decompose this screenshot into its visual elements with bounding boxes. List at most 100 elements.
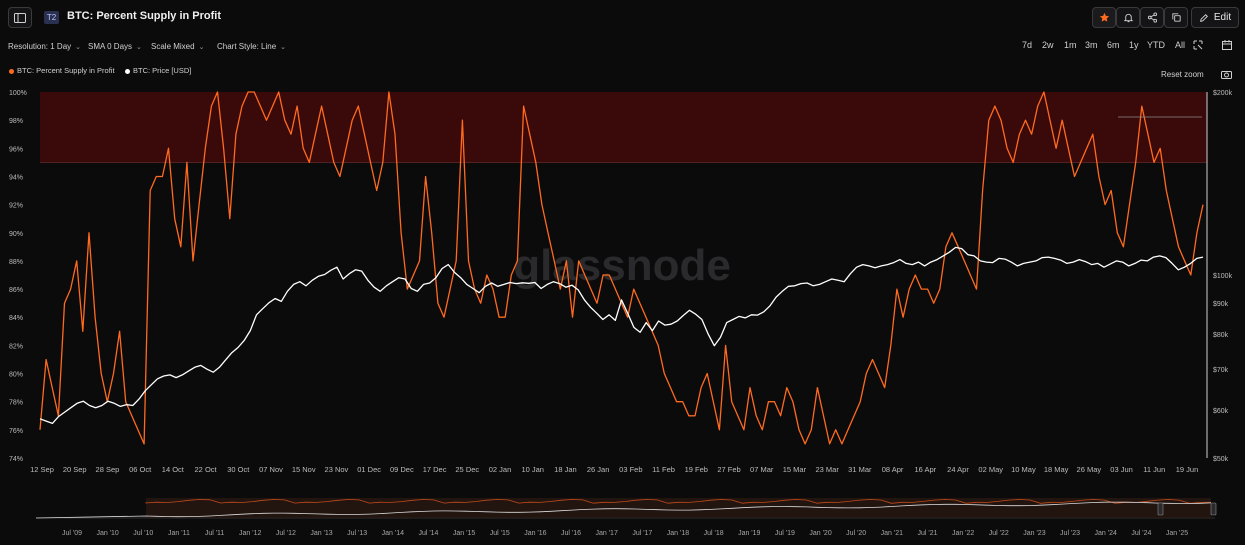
y-tick-left: 96% [9, 146, 23, 153]
x-tick: 03 Feb [619, 465, 642, 474]
scale-dropdown[interactable]: Scale Mixed ⌄ [151, 42, 204, 51]
nav-tick: Jul '21 [917, 530, 937, 537]
nav-tick: Jul '13 [347, 530, 367, 537]
x-tick: 06 Oct [129, 465, 152, 474]
sma-dropdown[interactable]: SMA 0 Days ⌄ [88, 42, 142, 51]
main-chart[interactable]: glassnode 100% 98% 96% 94% 92% 90% 88% 86% 84% 82… [0, 84, 1245, 479]
nav-tick: Jul '10 [133, 530, 153, 537]
share-button[interactable] [1140, 7, 1164, 28]
range-ytd[interactable]: YTD [1147, 40, 1165, 50]
nav-price-line [35, 501, 1212, 519]
alert-button[interactable] [1116, 7, 1140, 28]
x-tick: 07 Mar [750, 465, 774, 474]
y-tick-left: 100% [9, 90, 27, 97]
nav-tick: Jan '15 [453, 530, 475, 537]
x-tick: 23 Nov [325, 465, 349, 474]
legend-swatch [9, 68, 14, 74]
x-tick: 10 May [1011, 465, 1036, 474]
legend-label: BTC: Price [USD] [133, 66, 192, 75]
resolution-dropdown[interactable]: Resolution: 1 Day ⌄ [8, 42, 81, 51]
chevron-down-icon: ⌄ [75, 44, 82, 51]
x-tick: 31 Mar [848, 465, 872, 474]
range-all[interactable]: All [1175, 40, 1186, 50]
favorite-button[interactable] [1092, 7, 1116, 28]
range-navigator[interactable]: Jul '09 Jan '10 Jul '10 Jan '11 Jul '11 Jan '… [0, 490, 1245, 545]
bell-icon [1123, 13, 1133, 23]
calendar-icon[interactable] [1222, 40, 1232, 50]
x-tick: 03 Jun [1110, 465, 1133, 474]
nav-tick: Jul '15 [490, 530, 510, 537]
sidebar-toggle-button[interactable] [8, 7, 32, 28]
reset-zoom-button[interactable]: Reset zoom [1161, 70, 1204, 79]
copy-button[interactable] [1164, 7, 1188, 28]
resolution-label: Resolution: 1 Day [8, 42, 72, 51]
legend-item-supply[interactable]: BTC: Percent Supply in Profit [9, 66, 115, 75]
range-1y[interactable]: 1y [1129, 40, 1139, 50]
nav-tick: Jan '22 [952, 530, 974, 537]
nav-tick: Jul '20 [846, 530, 866, 537]
edit-button[interactable]: Edit [1191, 7, 1239, 28]
profit-zone-band [40, 92, 1207, 163]
x-tick: 26 Jan [587, 465, 610, 474]
legend-item-price[interactable]: BTC: Price [USD] [125, 66, 191, 75]
x-tick: 19 Jun [1176, 465, 1199, 474]
x-tick: 11 Jun [1143, 465, 1165, 474]
range-6m[interactable]: 6m [1107, 40, 1120, 50]
nav-tick: Jul '18 [704, 530, 724, 537]
x-tick: 20 Sep [63, 465, 87, 474]
nav-handle-right[interactable] [1210, 502, 1217, 516]
nav-tick: Jan '18 [667, 530, 689, 537]
zoom-select-icon[interactable] [1193, 40, 1203, 50]
x-tick: 25 Dec [455, 465, 479, 474]
nav-tick: Jan '19 [738, 530, 760, 537]
x-tick: 27 Feb [717, 465, 740, 474]
nav-tick: Jul '11 [205, 530, 225, 537]
y-tick-left: 84% [9, 315, 23, 322]
y-tick-right: $100k [1213, 273, 1233, 280]
chart-style-dropdown[interactable]: Chart Style: Line ⌄ [217, 42, 286, 51]
y-tick-left: 82% [9, 343, 23, 350]
top-bar: T2 BTC: Percent Supply in Profit Edit [0, 0, 1245, 34]
nav-tick: Jul '19 [775, 530, 795, 537]
scale-label: Scale Mixed [151, 42, 195, 51]
nav-tick: Jan '24 [1095, 530, 1117, 537]
x-tick: 15 Mar [783, 465, 807, 474]
x-tick: 01 Dec [357, 465, 381, 474]
y-tick-left: 78% [9, 400, 23, 407]
nav-tick: Jul '17 [632, 530, 652, 537]
nav-selection [146, 498, 1211, 518]
x-tick: 30 Oct [227, 465, 250, 474]
range-2w[interactable]: 2w [1042, 40, 1054, 50]
nav-tick: Jul '24 [1131, 530, 1151, 537]
range-3m[interactable]: 3m [1085, 40, 1098, 50]
nav-tick: Jan '12 [239, 530, 261, 537]
nav-handle-left[interactable] [1157, 502, 1164, 516]
nav-supply-line [145, 499, 1212, 504]
x-tick: 08 Apr [882, 465, 904, 474]
legend-label: BTC: Percent Supply in Profit [17, 66, 115, 75]
x-tick: 16 Apr [914, 465, 936, 474]
x-tick: 02 Jan [489, 465, 512, 474]
range-7d[interactable]: 7d [1022, 40, 1033, 50]
x-tick: 19 Feb [685, 465, 708, 474]
camera-icon[interactable] [1221, 70, 1232, 79]
edit-label: Edit [1213, 12, 1232, 23]
sma-label: SMA 0 Days [88, 42, 133, 51]
nav-tick: Jul '09 [62, 530, 82, 537]
y-tick-right: $80k [1213, 332, 1229, 339]
chevron-down-icon: ⌄ [198, 44, 205, 51]
range-1m[interactable]: 1m [1064, 40, 1077, 50]
nav-tick: Jan '13 [310, 530, 332, 537]
nav-tick: Jan '25 [1166, 530, 1188, 537]
nav-tick: Jul '12 [276, 530, 296, 537]
y-tick-right: $70k [1213, 367, 1229, 374]
y-tick-left: 94% [9, 174, 23, 181]
x-tick: 15 Nov [292, 465, 316, 474]
chart-style-label: Chart Style: Line [217, 42, 277, 51]
nav-tick: Jan '23 [1023, 530, 1045, 537]
price-line [39, 246, 1204, 425]
supply-in-profit-line [39, 91, 1204, 445]
y-tick-left: 74% [9, 456, 23, 463]
nav-tick: Jan '11 [168, 530, 190, 537]
x-tick: 17 Dec [423, 465, 447, 474]
